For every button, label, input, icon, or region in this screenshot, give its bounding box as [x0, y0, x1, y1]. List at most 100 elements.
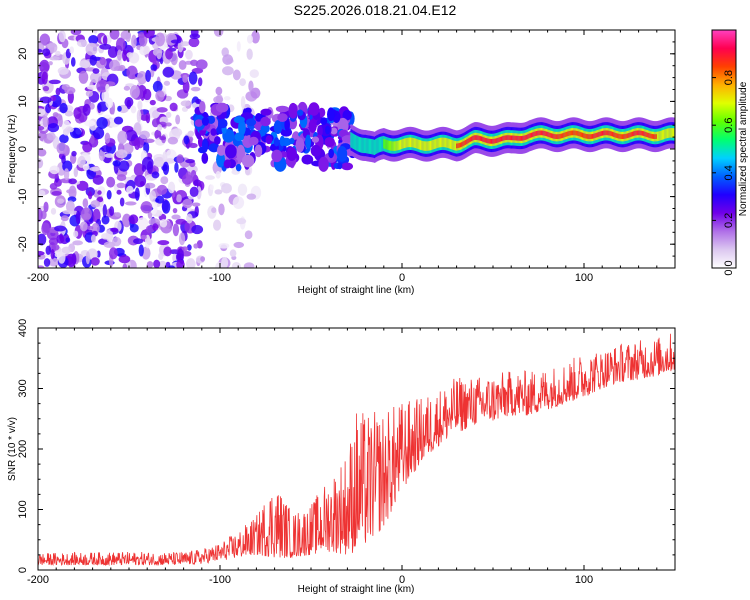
spectrogram-ridge-cell: [444, 137, 446, 148]
spectrogram-ridge-cell: [589, 134, 592, 139]
spectrogram-ridge-cell: [599, 131, 602, 137]
spectrogram-ridge-cell: [462, 141, 464, 147]
spectrogram-ridge-cell: [476, 135, 478, 140]
spectrogram-noise-blob: [140, 201, 153, 214]
spectrogram-ridge-cell: [547, 132, 550, 137]
spectrogram-noise-blob: [172, 253, 177, 263]
spectrogram-noise-blob: [239, 78, 246, 87]
spectrogram-ridge-cell: [608, 130, 611, 136]
spectrogram-noise-blob: [38, 108, 46, 117]
spectrogram-ridge-cell: [601, 130, 603, 136]
spectrogram-noise-blob: [61, 246, 72, 254]
spectrogram-noise-blob: [150, 200, 158, 215]
spectrogram-xtick-label: 100: [575, 272, 593, 284]
spectrogram-ridge-cell: [362, 137, 364, 153]
spectrogram-ridge-cell: [366, 138, 369, 154]
spectrogram-ridge-cell: [420, 140, 422, 150]
spectrogram-ridge-cell: [652, 134, 654, 139]
spectrogram-noise-blob: [251, 30, 260, 44]
spectrogram-ridge-cell: [540, 130, 543, 136]
spectrogram-noise-blob: [60, 215, 69, 222]
spectrogram-ridge-cell: [374, 139, 376, 155]
spectrogram-ridge-cell: [496, 137, 499, 143]
spectrogram-signal-blob: [208, 143, 220, 153]
spectrogram-ridge-cell: [539, 130, 542, 136]
spectrogram-ridge-cell: [421, 140, 423, 151]
snr-ytick-label: 0: [17, 567, 29, 573]
spectrogram-signal-blob: [216, 144, 226, 156]
spectrogram-noise-blob: [126, 65, 138, 80]
spectrogram-ridge-cell: [442, 137, 444, 148]
spectrogram-signal-blob: [260, 116, 271, 127]
spectrogram-noise-blob: [163, 80, 171, 86]
spectrogram-ridge-cell: [664, 129, 666, 139]
spectrogram-ridge-cell: [610, 131, 613, 137]
spectrogram-noise-blob: [85, 42, 98, 56]
spectrogram-ridge-cell: [485, 137, 487, 143]
spectrogram-ridge-cell: [658, 131, 661, 141]
spectrogram-noise-blob: [138, 244, 144, 257]
spectrogram-noise-blob: [200, 256, 206, 262]
spectrogram-noise-blob: [140, 234, 147, 240]
spectrogram-ridge-cell: [595, 133, 597, 138]
spectrogram-noise-blob: [213, 219, 222, 231]
spectrogram-signal-blob: [342, 109, 352, 121]
spectrogram-ridge-cell: [614, 132, 616, 138]
spectrogram-noise-blob: [42, 85, 50, 92]
spectrogram-noise-blob: [112, 160, 121, 167]
spectrogram-noise-blob: [51, 190, 62, 196]
spectrogram-noise-blob: [85, 90, 93, 97]
spectrogram-noise-blob: [46, 132, 56, 141]
spectrogram-noise-blob: [146, 261, 154, 268]
spectrogram-noise-blob: [82, 141, 93, 153]
snr-panel: -200 -100 0 100 0 100 200 300 400 Height of stra…: [7, 319, 676, 595]
spectrogram-ridge-cell: [470, 136, 472, 142]
spectrogram-ridge-cell: [586, 133, 588, 139]
spectrogram-noise-blob: [134, 137, 141, 151]
spectrogram-noise-blob: [116, 189, 122, 195]
spectrogram-ytick-label: -20: [17, 236, 29, 252]
spectrogram-noise-blob: [222, 66, 234, 76]
spectrogram-xtick-label: -100: [209, 272, 231, 284]
spectrogram-ridge-cell: [443, 137, 445, 148]
spectrogram-ridge-cell: [620, 134, 623, 139]
spectrogram-ridge-cell: [649, 133, 652, 139]
spectrogram-noise-blob: [209, 184, 214, 191]
spectrogram-noise-blob: [154, 129, 162, 140]
snr-xlabel: Height of straight line (km): [298, 584, 415, 595]
spectrogram-noise-blob: [129, 223, 139, 233]
spectrogram-ridge-cell: [638, 130, 641, 136]
spectrogram-noise-blob: [157, 240, 170, 246]
spectrogram-noise-blob: [162, 66, 175, 78]
spectrogram-noise-blob: [155, 32, 166, 47]
spectrogram-noise-blob: [174, 162, 179, 173]
spectrogram-noise-blob: [248, 80, 254, 92]
spectrogram-ridge-cell: [597, 132, 600, 137]
spectrogram-signal-blob: [215, 102, 229, 113]
spectrogram-ridge-cell: [499, 137, 502, 142]
spectrogram-noise-blob: [50, 249, 55, 260]
spectrogram-signal-blob: [305, 134, 312, 150]
spectrogram-noise-blob: [58, 30, 66, 43]
spectrogram-ridge-cell: [387, 140, 390, 150]
snr-axes: -200 -100 0 100 0 100 200 300 400: [17, 319, 676, 586]
spectrogram-noise-blob: [82, 103, 91, 116]
spectrogram-noise-blob: [116, 182, 126, 189]
spectrogram-xtick-label: 0: [399, 272, 405, 284]
spectrogram-signal-blob: [260, 108, 272, 116]
spectrogram-ridge-cell: [611, 131, 614, 137]
spectrogram-ridge-cell: [585, 133, 587, 139]
spectrogram-ridge-cell: [506, 135, 509, 140]
spectrogram-ytick-label: 10: [17, 95, 29, 107]
spectrogram-noise-blob: [106, 176, 116, 188]
spectrogram-ridge-cell: [405, 138, 407, 148]
spectrogram-ridge-cell: [501, 136, 503, 142]
spectrogram-noise-blob: [87, 191, 93, 200]
spectrogram-ridge-cell: [486, 138, 488, 143]
spectrogram-ridge: [350, 117, 675, 163]
spectrogram-ridge-cell: [653, 134, 655, 139]
spectrogram-noise-blob: [70, 57, 76, 67]
spectrogram-ridge-cell: [439, 137, 442, 148]
spectrogram-ridge-cell: [567, 131, 569, 137]
